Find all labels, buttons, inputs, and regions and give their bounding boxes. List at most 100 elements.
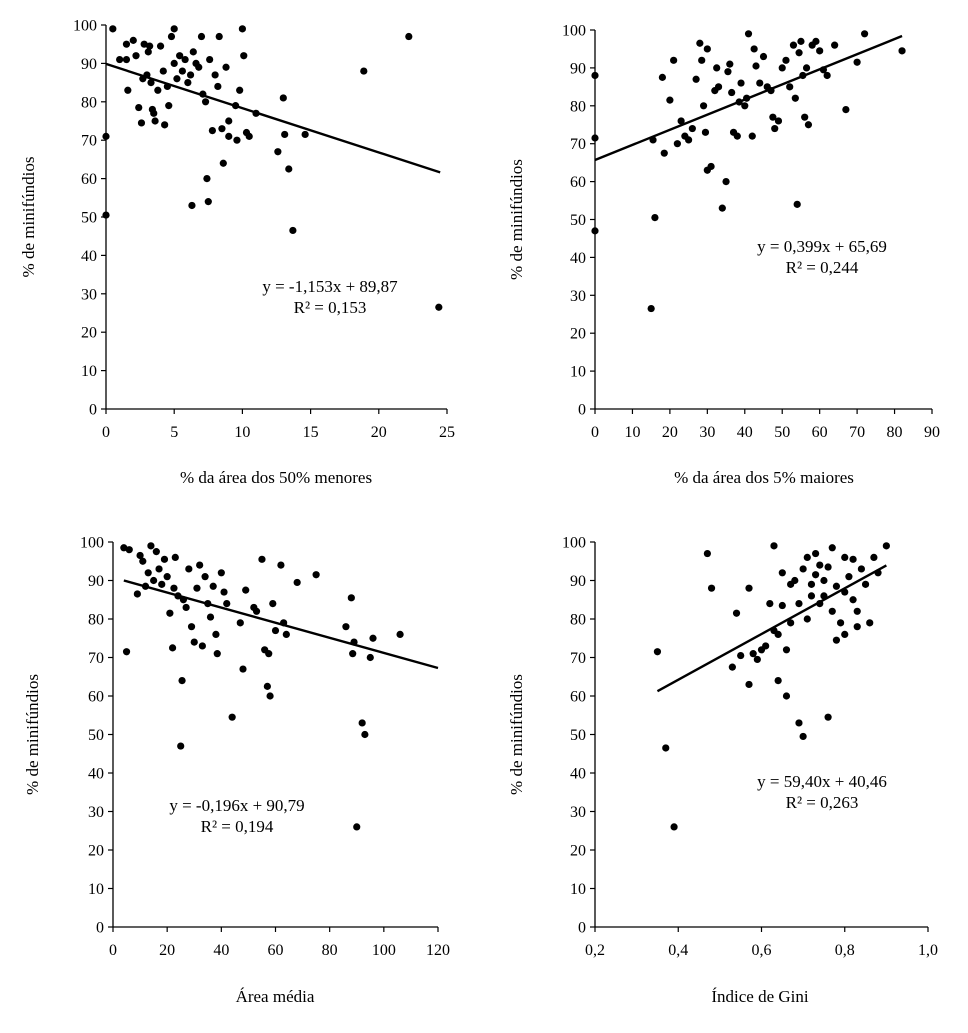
data-point xyxy=(239,665,247,673)
data-point xyxy=(147,542,155,550)
trend-line xyxy=(105,62,441,174)
data-point xyxy=(870,553,878,562)
data-point xyxy=(263,682,271,690)
data-point xyxy=(116,55,124,64)
y-tick-label: 60 xyxy=(81,171,97,188)
data-point xyxy=(213,650,221,658)
y-tick-label: 60 xyxy=(570,174,586,191)
regression-equation: y = -0,196x + 90,79 xyxy=(169,796,304,815)
data-point xyxy=(225,117,233,125)
data-point xyxy=(144,569,152,577)
data-point xyxy=(195,63,203,71)
data-point xyxy=(771,124,779,133)
data-point xyxy=(217,569,225,577)
x-tick-label: 0,2 xyxy=(585,942,605,959)
data-point xyxy=(853,607,861,615)
data-point xyxy=(831,41,839,49)
data-point xyxy=(181,55,189,64)
data-point xyxy=(745,584,753,592)
data-point xyxy=(778,64,786,72)
y-axis-label: % de minifúndios xyxy=(23,674,42,795)
data-point xyxy=(146,42,154,50)
data-point xyxy=(749,650,757,658)
data-point xyxy=(741,102,749,110)
data-point xyxy=(666,96,674,104)
data-point xyxy=(774,630,782,639)
data-point xyxy=(795,49,803,57)
data-point xyxy=(206,613,215,621)
data-point xyxy=(782,56,790,64)
data-point xyxy=(832,582,841,590)
data-point xyxy=(405,32,413,41)
y-tick-label: 60 xyxy=(88,689,104,706)
y-tick-label: 10 xyxy=(570,364,586,381)
data-point xyxy=(722,178,730,186)
data-point xyxy=(139,557,147,565)
x-tick-label: 40 xyxy=(737,424,753,441)
data-point xyxy=(281,130,289,139)
data-point xyxy=(366,653,374,662)
x-tick-label: 120 xyxy=(426,942,450,959)
data-point xyxy=(282,630,290,639)
x-tick-label: 0,4 xyxy=(668,942,688,959)
data-point xyxy=(799,565,807,573)
data-point xyxy=(802,64,811,72)
data-point xyxy=(167,32,176,41)
data-point xyxy=(238,25,246,33)
y-tick-label: 20 xyxy=(570,843,586,860)
data-point xyxy=(762,642,770,650)
r-squared-label: R² = 0,153 xyxy=(294,298,367,317)
data-point xyxy=(182,603,190,612)
x-tick-label: 5 xyxy=(170,424,178,441)
chart-panel-3: 0 10 20 30 40 50 60 70 80 90 100 0 20 40 60 80 100 120 Áre… xyxy=(23,535,450,1007)
data-point xyxy=(707,584,716,592)
data-point xyxy=(186,71,195,79)
data-point xyxy=(301,130,309,139)
data-point xyxy=(707,162,715,171)
data-point xyxy=(144,48,152,56)
data-point xyxy=(816,561,824,569)
trend-line xyxy=(656,564,887,693)
data-point xyxy=(197,32,206,41)
data-point xyxy=(156,42,165,50)
data-point xyxy=(786,83,794,91)
data-point xyxy=(737,79,745,87)
y-tick-label: 50 xyxy=(570,727,586,744)
r-squared-label: R² = 0,194 xyxy=(201,817,274,836)
data-point xyxy=(861,30,869,38)
data-point xyxy=(653,648,662,656)
data-point xyxy=(201,98,210,106)
data-point xyxy=(662,744,670,752)
data-point xyxy=(677,117,685,125)
y-axis-label: % de minifúndios xyxy=(507,674,526,795)
data-point xyxy=(759,52,768,61)
data-point xyxy=(360,67,368,75)
y-tick-label: 0 xyxy=(96,920,104,937)
y-tick-label: 100 xyxy=(73,18,97,35)
data-point xyxy=(807,592,816,600)
data-point xyxy=(718,204,726,212)
data-point xyxy=(774,677,782,685)
trend-line xyxy=(594,34,903,162)
y-tick-label: 60 xyxy=(570,689,586,706)
data-point xyxy=(756,79,764,87)
data-point xyxy=(223,600,231,608)
data-point xyxy=(853,623,861,631)
data-point xyxy=(240,52,248,60)
data-point xyxy=(233,136,241,144)
data-point xyxy=(795,600,803,608)
data-point xyxy=(120,544,128,552)
data-point xyxy=(673,140,681,148)
x-tick-label: 70 xyxy=(849,424,865,441)
data-point xyxy=(701,128,710,136)
y-tick-label: 20 xyxy=(570,326,586,343)
data-point xyxy=(122,648,131,656)
y-tick-label: 90 xyxy=(88,573,104,590)
data-point xyxy=(347,594,355,602)
x-tick-label: 80 xyxy=(322,942,338,959)
data-point xyxy=(236,619,244,627)
data-point xyxy=(714,83,723,91)
data-point xyxy=(204,198,212,206)
y-tick-label: 80 xyxy=(81,94,97,111)
y-axis-label: % de minifúndios xyxy=(19,157,38,278)
